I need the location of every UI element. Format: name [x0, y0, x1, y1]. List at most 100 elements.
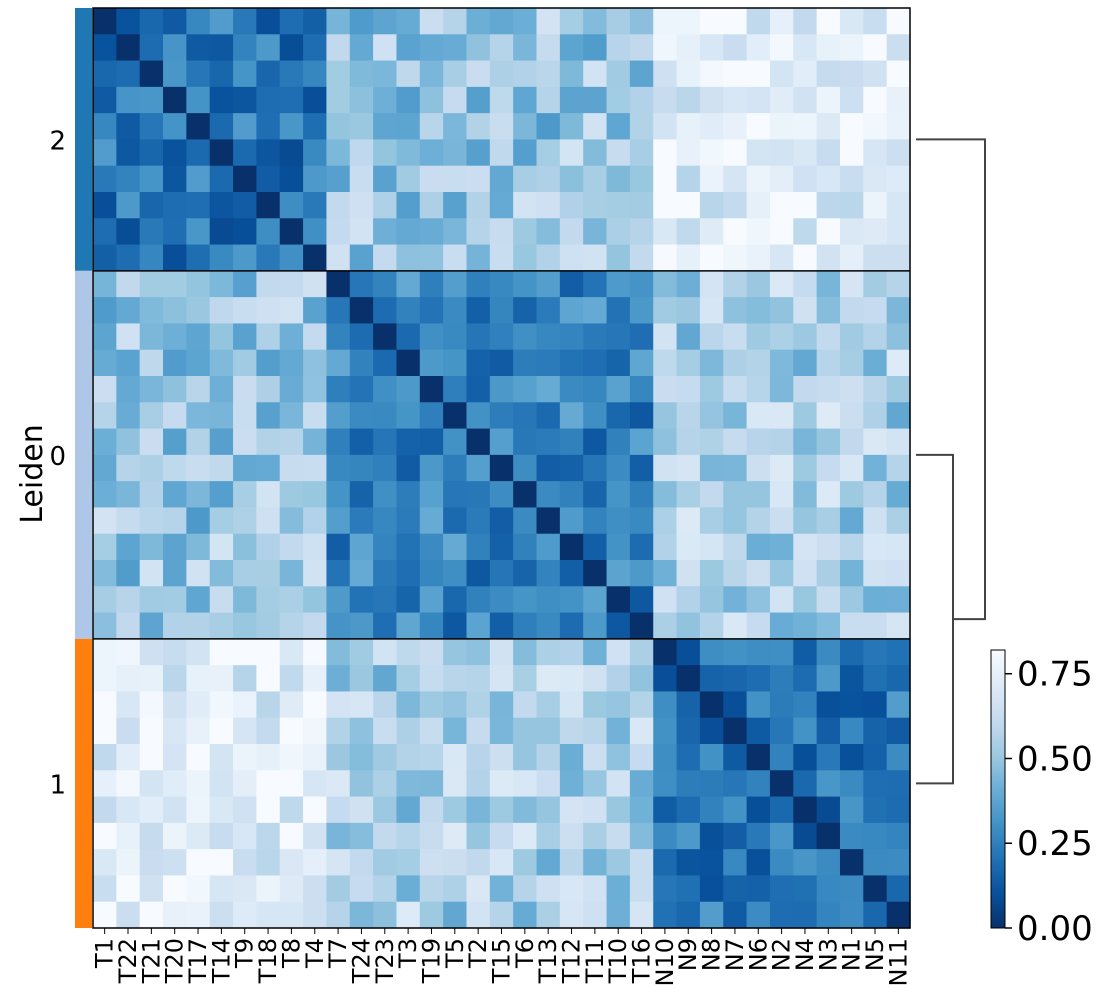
heatmap-cell	[723, 218, 748, 246]
heatmap-cell	[699, 244, 724, 272]
heatmap-cell	[723, 665, 748, 693]
heatmap-cell	[396, 901, 421, 929]
heatmap-cell	[303, 218, 328, 246]
heatmap-cells	[93, 8, 911, 929]
heatmap-cell	[209, 665, 234, 693]
heatmap-cell	[583, 822, 608, 850]
heatmap-cell	[233, 218, 257, 246]
heatmap-cell	[443, 428, 468, 456]
x-tick-label: T23	[371, 938, 399, 984]
heatmap-cell	[349, 323, 374, 351]
heatmap-cell	[373, 665, 398, 693]
heatmap-cell	[699, 612, 724, 640]
heatmap-cell	[513, 770, 538, 798]
heatmap-cell	[676, 244, 701, 272]
heatmap-cell	[769, 691, 794, 719]
heatmap-cell	[279, 507, 304, 535]
heatmap-cell	[116, 560, 141, 587]
heatmap-cell	[163, 481, 187, 509]
heatmap-cell	[326, 533, 351, 561]
heatmap-cell	[419, 507, 444, 535]
heatmap-cell	[699, 113, 724, 141]
heatmap-cell	[303, 875, 328, 903]
heatmap-cell	[559, 323, 584, 351]
heatmap-cell	[163, 822, 187, 850]
heatmap-cell	[489, 691, 514, 719]
heatmap-cell	[629, 86, 654, 114]
heatmap-cell	[396, 612, 421, 640]
heatmap-cell	[629, 270, 654, 298]
heatmap-cell	[233, 86, 257, 114]
heatmap-cell	[816, 139, 841, 167]
x-tick-label: T18	[254, 938, 282, 984]
heatmap-cell	[793, 192, 818, 219]
heatmap-cell	[116, 875, 141, 903]
heatmap-cell	[326, 192, 351, 219]
heatmap-cell	[536, 822, 561, 850]
x-tick-label: T12	[558, 938, 586, 984]
heatmap-cell	[816, 218, 841, 246]
heatmap-cell	[606, 113, 631, 141]
heatmap-cell	[93, 113, 117, 141]
heatmap-cell	[233, 796, 257, 824]
heatmap-cell	[699, 770, 724, 798]
heatmap-cell	[139, 533, 164, 561]
heatmap-cell	[793, 34, 818, 62]
heatmap-cell	[233, 349, 257, 377]
heatmap-cell	[209, 428, 234, 456]
heatmap-cell	[699, 533, 724, 561]
heatmap-cell	[886, 113, 911, 141]
heatmap-cell	[93, 796, 117, 824]
dendrogram	[916, 138, 986, 785]
heatmap-cell	[839, 60, 864, 88]
heatmap-cell	[746, 586, 771, 614]
heatmap-cell	[349, 218, 374, 246]
heatmap-cell	[886, 612, 911, 640]
heatmap-cell	[163, 717, 187, 745]
heatmap-cell	[676, 901, 701, 929]
heatmap-cell	[863, 770, 888, 798]
x-tick-label: N11	[884, 938, 912, 987]
heatmap-cell	[793, 481, 818, 509]
heatmap-cell	[816, 323, 841, 351]
heatmap-cell	[606, 165, 631, 193]
heatmap-cell	[303, 533, 328, 561]
heatmap-cell	[606, 560, 631, 587]
heatmap-cell	[163, 586, 187, 614]
heatmap-cell	[303, 901, 328, 929]
heatmap-cell	[746, 481, 771, 509]
heatmap-cell	[536, 8, 561, 35]
heatmap-cell	[723, 717, 748, 745]
heatmap-cell	[303, 139, 328, 167]
heatmap-cell	[116, 507, 141, 535]
heatmap-cell	[653, 60, 678, 88]
heatmap-cell	[443, 454, 468, 482]
heatmap-cell	[373, 638, 398, 666]
heatmap-cell	[536, 691, 561, 719]
heatmap-cell	[746, 376, 771, 403]
heatmap-cell	[279, 402, 304, 430]
heatmap-cell	[536, 481, 561, 509]
heatmap-cell	[186, 192, 211, 219]
heatmap-cell	[209, 560, 234, 587]
heatmap-cell	[373, 560, 398, 587]
heatmap-cell	[116, 638, 141, 666]
heatmap-cell	[583, 165, 608, 193]
heatmap-cell	[559, 822, 584, 850]
heatmap-cell	[676, 218, 701, 246]
heatmap-cell	[723, 270, 748, 298]
heatmap-cell	[326, 691, 351, 719]
heatmap-cell	[583, 349, 608, 377]
heatmap-cell	[886, 822, 911, 850]
heatmap-cell	[723, 691, 748, 719]
heatmap-cell	[559, 481, 584, 509]
heatmap-cell	[373, 323, 398, 351]
heatmap-cell	[396, 218, 421, 246]
heatmap-cell	[256, 165, 281, 193]
heatmap-cell	[699, 8, 724, 35]
heatmap-cell	[443, 165, 468, 193]
heatmap-cell	[886, 86, 911, 114]
heatmap-cell	[653, 192, 678, 219]
heatmap-cell	[863, 454, 888, 482]
heatmap-cell	[139, 218, 164, 246]
